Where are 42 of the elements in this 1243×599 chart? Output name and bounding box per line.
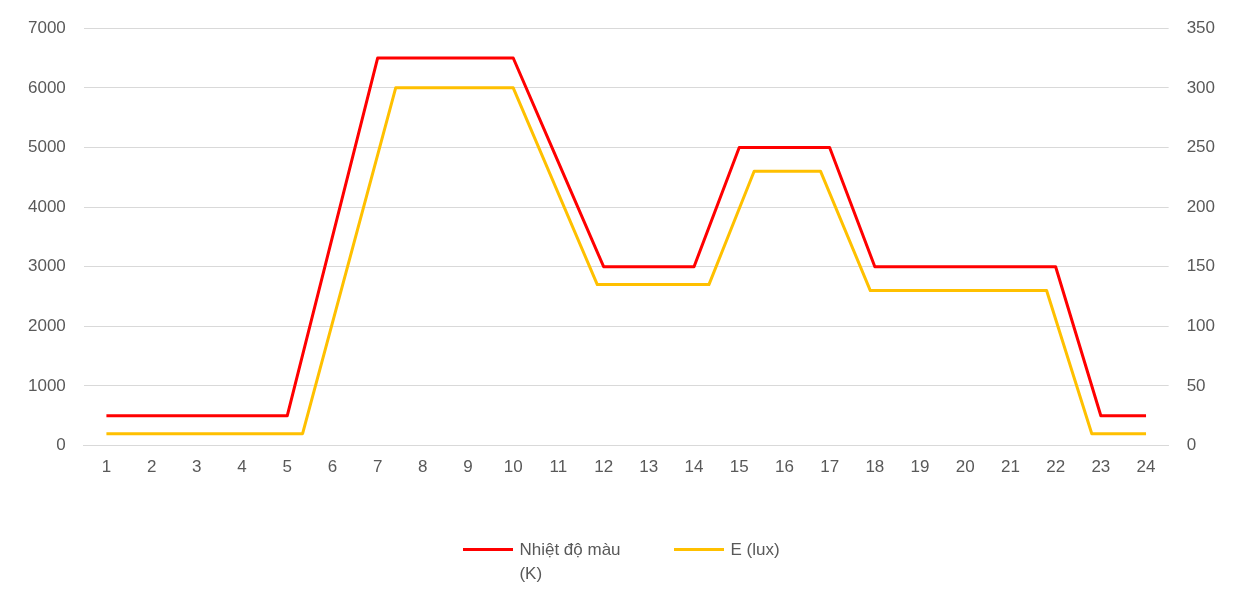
- x-tick-label: 13: [639, 457, 659, 477]
- y2-tick-label: 350: [1186, 17, 1216, 37]
- y2-tick-label: 100: [1186, 316, 1216, 336]
- x-tick-label: 22: [1046, 457, 1066, 477]
- x-tick-label: 21: [1000, 457, 1020, 477]
- legend-label: Nhiệt độ màu (K): [519, 539, 622, 585]
- y2-tick-label: 0: [1186, 435, 1197, 455]
- x-tick-label: 7: [372, 457, 383, 477]
- x-tick-label: 18: [865, 457, 885, 477]
- y2-tick-label: 300: [1186, 77, 1216, 97]
- x-tick-label: 11: [549, 457, 568, 477]
- y-tick-label: 3000: [27, 256, 66, 276]
- x-tick-label: 12: [594, 457, 614, 477]
- y-tick-label: 6000: [27, 77, 66, 97]
- x-tick-label: 8: [418, 457, 428, 477]
- y-tick-label: 4000: [27, 196, 66, 216]
- x-tick-label: 1: [101, 457, 112, 477]
- y2-tick-label: 50: [1186, 375, 1206, 395]
- x-tick-label: 15: [729, 457, 749, 477]
- x-tick-label: 16: [774, 457, 794, 477]
- x-tick-label: 23: [1091, 457, 1111, 477]
- x-tick-label: 2: [146, 457, 157, 477]
- y-tick-label: 2000: [27, 316, 66, 336]
- x-tick-label: 5: [282, 457, 292, 477]
- x-tick-label: 20: [955, 457, 975, 477]
- x-tick-label: 4: [237, 457, 247, 477]
- y2-tick-label: 200: [1186, 196, 1216, 216]
- x-tick-label: 9: [463, 457, 473, 477]
- y2-tick-label: 150: [1186, 256, 1216, 276]
- y-tick-label: 5000: [27, 137, 66, 157]
- x-tick-label: 10: [503, 457, 523, 477]
- legend-label: E (lux): [730, 539, 780, 561]
- x-tick-label: 19: [910, 457, 930, 477]
- x-tick-label: 14: [684, 457, 704, 477]
- y-tick-label: 0: [56, 435, 66, 455]
- x-tick-label: 3: [192, 457, 202, 477]
- x-tick-label: 24: [1136, 457, 1156, 477]
- x-tick-label: 6: [327, 457, 338, 477]
- x-tick-label: 17: [820, 457, 840, 477]
- y-tick-label: 7000: [27, 17, 66, 37]
- y-tick-label: 1000: [27, 375, 66, 395]
- y2-tick-label: 250: [1186, 137, 1216, 157]
